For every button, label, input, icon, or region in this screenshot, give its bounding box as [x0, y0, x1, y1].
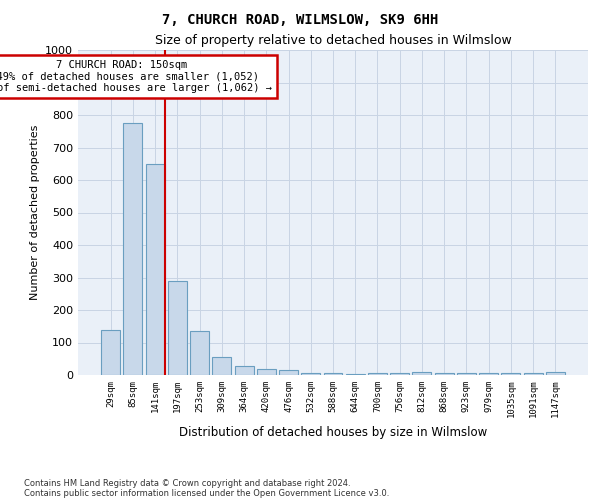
Bar [323, 374, 343, 375]
Bar [390, 374, 409, 375]
Text: Contains public sector information licensed under the Open Government Licence v3: Contains public sector information licen… [24, 488, 389, 498]
X-axis label: Distribution of detached houses by size in Wilmslow: Distribution of detached houses by size … [179, 426, 487, 439]
Y-axis label: Number of detached properties: Number of detached properties [29, 125, 40, 300]
Bar [346, 374, 365, 375]
Bar [479, 374, 498, 375]
Bar [279, 370, 298, 375]
Bar [146, 164, 164, 375]
Bar [168, 281, 187, 375]
Text: 7, CHURCH ROAD, WILMSLOW, SK9 6HH: 7, CHURCH ROAD, WILMSLOW, SK9 6HH [162, 12, 438, 26]
Text: 7 CHURCH ROAD: 150sqm
← 49% of detached houses are smaller (1,052)
50% of semi-d: 7 CHURCH ROAD: 150sqm ← 49% of detached … [0, 60, 272, 93]
Bar [212, 357, 231, 375]
Bar [457, 374, 476, 375]
Bar [101, 330, 120, 375]
Bar [368, 374, 387, 375]
Bar [546, 372, 565, 375]
Bar [124, 123, 142, 375]
Title: Size of property relative to detached houses in Wilmslow: Size of property relative to detached ho… [155, 34, 511, 48]
Bar [435, 374, 454, 375]
Text: Contains HM Land Registry data © Crown copyright and database right 2024.: Contains HM Land Registry data © Crown c… [24, 478, 350, 488]
Bar [524, 374, 542, 375]
Bar [190, 331, 209, 375]
Bar [412, 372, 431, 375]
Bar [235, 366, 254, 375]
Bar [301, 374, 320, 375]
Bar [502, 374, 520, 375]
Bar [257, 369, 276, 375]
